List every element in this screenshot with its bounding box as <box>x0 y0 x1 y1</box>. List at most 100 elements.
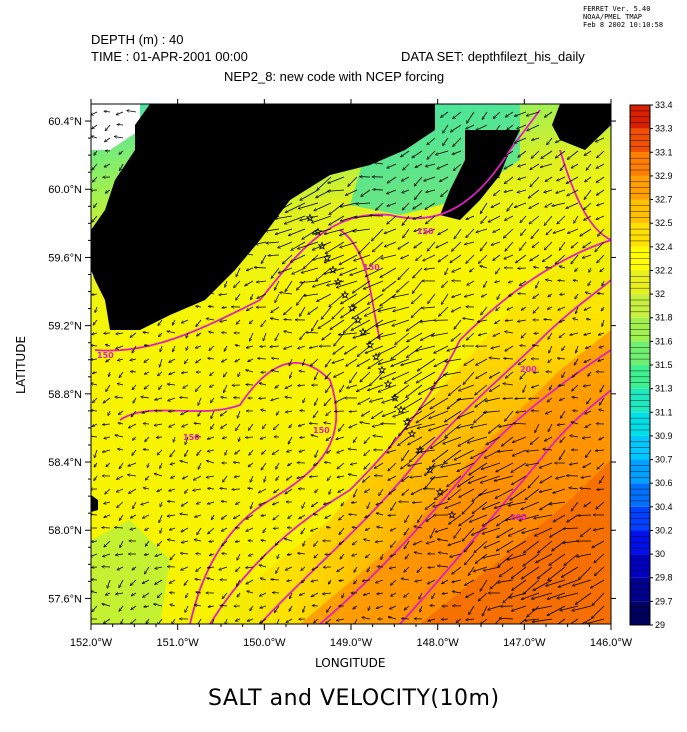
velocity-arrow <box>278 267 293 273</box>
velocity-arrow <box>451 293 462 297</box>
velocity-arrow <box>489 384 501 393</box>
velocity-arrow <box>598 333 605 335</box>
velocity-arrow <box>338 423 345 431</box>
velocity-arrow <box>559 163 566 171</box>
velocity-arrow <box>270 346 280 347</box>
velocity-arrow <box>300 527 306 534</box>
velocity-arrow <box>171 319 176 325</box>
velocity-arrow <box>94 449 98 458</box>
velocity-arrow <box>321 306 332 319</box>
colorbar-label: 32.9 <box>655 171 673 181</box>
velocity-arrow <box>445 267 449 275</box>
velocity-arrow <box>160 501 162 507</box>
velocity-arrow <box>235 501 241 505</box>
velocity-arrow <box>588 371 592 376</box>
velocity-arrow <box>402 228 410 238</box>
velocity-arrow <box>540 475 553 484</box>
velocity-arrow <box>147 462 149 468</box>
velocity-arrow <box>567 150 579 160</box>
velocity-arrow <box>503 358 514 359</box>
colorbar-label: 30.2 <box>655 525 673 535</box>
velocity-arrow <box>305 332 319 333</box>
velocity-arrow <box>115 435 124 438</box>
velocity-arrow <box>571 422 579 425</box>
velocity-arrow <box>597 228 605 237</box>
velocity-arrow <box>337 462 345 469</box>
velocity-arrow <box>437 163 449 169</box>
velocity-arrow <box>427 241 436 251</box>
velocity-arrow <box>286 450 293 452</box>
velocity-arrow <box>519 514 540 521</box>
velocity-arrow <box>470 423 488 428</box>
velocity-arrow <box>507 124 514 130</box>
velocity-arrow <box>398 267 410 280</box>
velocity-arrow <box>553 228 566 233</box>
velocity-arrow <box>478 254 488 264</box>
velocity-arrow <box>195 346 202 348</box>
velocity-arrow <box>348 371 358 383</box>
velocity-arrow <box>586 163 592 170</box>
velocity-arrow <box>519 345 527 346</box>
velocity-arrow <box>376 319 397 327</box>
x-tick-label: 147.0°W <box>503 637 546 649</box>
velocity-arrow <box>330 319 345 330</box>
velocity-arrow <box>235 293 241 300</box>
velocity-arrow <box>250 501 254 509</box>
velocity-arrow <box>275 202 293 214</box>
velocity-arrow <box>233 514 241 520</box>
velocity-arrow <box>569 435 579 437</box>
velocity-arrow <box>273 280 280 290</box>
velocity-arrow <box>494 281 501 282</box>
velocity-arrow <box>144 358 150 363</box>
velocity-arrow <box>374 462 384 469</box>
velocity-arrow <box>445 358 462 362</box>
velocity-arrow <box>257 358 267 359</box>
velocity-arrow <box>597 293 605 294</box>
velocity-arrow <box>571 241 579 248</box>
velocity-arrow <box>338 488 345 493</box>
velocity-arrow <box>503 398 514 399</box>
velocity-arrow <box>476 228 488 233</box>
velocity-arrow <box>255 241 267 245</box>
velocity-arrow <box>519 280 527 287</box>
velocity-arrow <box>348 449 358 450</box>
velocity-arrow <box>531 150 540 159</box>
velocity-arrow <box>388 475 397 481</box>
colorbar-label: 33.1 <box>655 147 673 157</box>
velocity-arrow <box>169 592 176 593</box>
velocity-arrow <box>207 527 215 534</box>
velocity-arrow <box>452 111 462 119</box>
velocity-arrow <box>440 293 449 305</box>
velocity-arrow <box>181 541 189 543</box>
velocity-arrow <box>450 254 462 264</box>
velocity-arrow <box>534 333 540 334</box>
velocity-arrow <box>126 110 137 112</box>
velocity-arrow <box>91 502 98 503</box>
velocity-arrow <box>172 345 176 352</box>
velocity-arrow <box>567 189 579 197</box>
velocity-arrow <box>529 254 540 262</box>
velocity-arrow <box>555 137 566 144</box>
chart-title: SALT and VELOCITY(10m) <box>208 686 500 711</box>
velocity-arrow <box>144 372 150 375</box>
velocity-arrow <box>480 215 488 224</box>
velocity-arrow <box>324 228 345 234</box>
velocity-arrow <box>258 488 267 494</box>
velocity-arrow <box>451 267 462 272</box>
velocity-arrow <box>414 241 423 249</box>
velocity-arrow <box>446 475 462 488</box>
land-ne <box>552 104 611 150</box>
velocity-arrow <box>297 241 319 249</box>
velocity-arrow <box>116 475 124 480</box>
velocity-arrow <box>386 189 397 194</box>
velocity-arrow <box>349 267 371 275</box>
velocity-arrow <box>170 463 176 465</box>
velocity-arrow <box>223 371 228 377</box>
velocity-arrow <box>167 515 176 516</box>
velocity-arrow <box>402 475 410 482</box>
velocity-arrow <box>414 189 423 200</box>
velocity-arrow <box>302 358 306 366</box>
velocity-arrow <box>571 254 579 264</box>
velocity-arrow <box>390 527 397 532</box>
velocity-arrow <box>287 462 293 467</box>
